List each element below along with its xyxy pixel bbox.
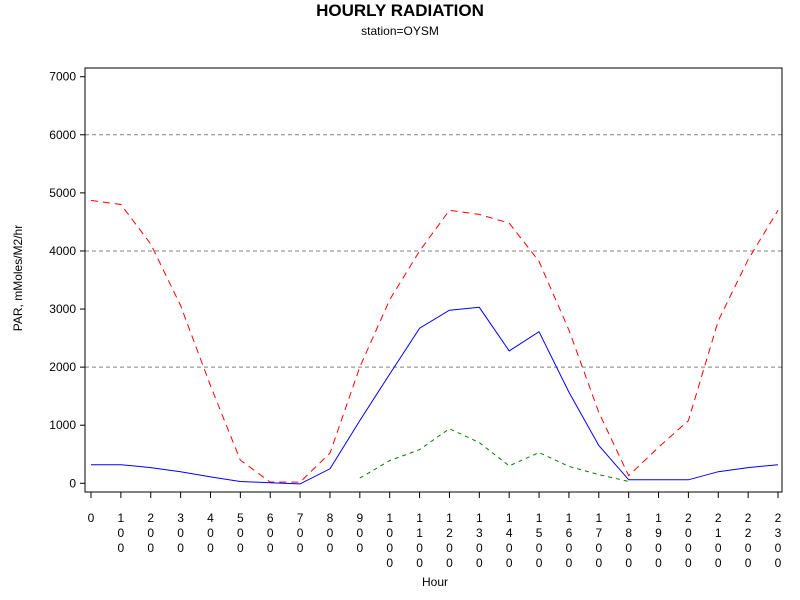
series-line-3 <box>359 428 629 482</box>
y-tick-label: 0 <box>69 476 76 490</box>
y-tick-label: 1000 <box>49 418 76 432</box>
x-axis: 0 1 0 0 2 0 0 3 0 0 4 0 0 5 0 0 6 0 0 7 0 0 8 0 0 9 0 0 1 0 0 0 1 1 0 0 1 2 0 0… <box>88 492 782 570</box>
plot-frame <box>84 67 783 493</box>
y-tick-label: 5000 <box>49 186 76 200</box>
series-lines <box>90 199 779 485</box>
y-axis-label: PAR, mMoles/M2/hr <box>11 225 25 331</box>
chart-subtitle: station=OYSM <box>361 24 439 38</box>
y-tick-label: 3000 <box>49 302 76 316</box>
y-axis: 0 1000 2000 3000 4000 5000 6000 7000 <box>49 70 85 490</box>
x-tick-label: 0 <box>88 511 95 525</box>
chart-title: HOURLY RADIATION <box>316 1 484 20</box>
x-axis-label: Hour <box>422 575 448 589</box>
y-tick-label: 2000 <box>49 360 76 374</box>
y-tick-label: 7000 <box>49 70 76 84</box>
series-line-2 <box>91 306 779 485</box>
gridlines <box>85 134 782 368</box>
series-line-1 <box>90 199 779 483</box>
y-tick-label: 4000 <box>49 244 76 258</box>
y-tick-label: 6000 <box>49 128 76 142</box>
